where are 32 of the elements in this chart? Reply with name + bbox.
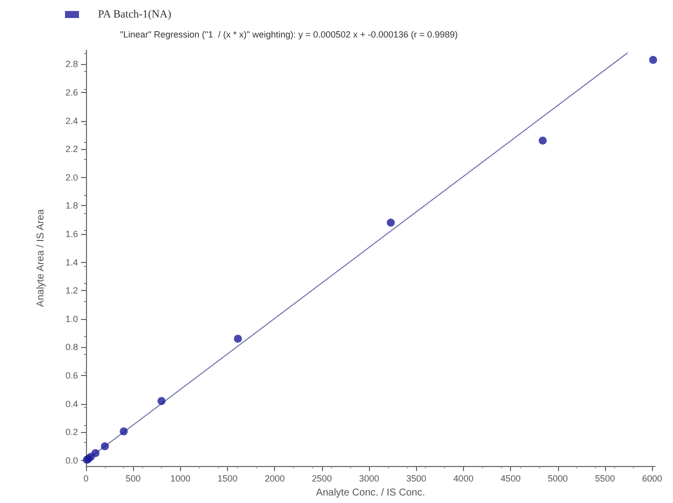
- x-tick-label: 2500: [312, 474, 332, 484]
- text: "Linear" Regression ("1 / (x * x)" weighting): y = 0.000502 x + -0.000136 (r = 0.9989): [120, 30, 458, 40]
- x-tick-label: 2000: [264, 474, 285, 484]
- y-tick-label: 1.2: [65, 286, 78, 296]
- y-tick-label: 0.8: [65, 342, 78, 352]
- x-tick-label: 5500: [594, 474, 616, 484]
- y-axis-title: Analyte Area / IS Area: [36, 208, 46, 307]
- x-tick-label: 6000: [642, 474, 662, 484]
- y-tick-label: 2.4: [65, 116, 78, 126]
- y-tick-label: 1.0: [65, 314, 78, 324]
- y-tick-label: 0.2: [65, 427, 78, 438]
- x-tick-label: 4500: [500, 474, 521, 484]
- x-tick-label: 1000: [170, 474, 190, 484]
- x-axis-title: Analyte Conc. / IS Conc.: [316, 488, 425, 498]
- y-tick-label: 1.8: [65, 200, 78, 211]
- y-tick-label: 0.4: [65, 398, 78, 409]
- y-tick-label: 2.6: [65, 87, 78, 98]
- x-tick-label: 1500: [218, 474, 238, 484]
- y-tick-label: 1.6: [65, 228, 78, 239]
- y-tick-label: 2.0: [65, 172, 78, 182]
- x-tick-label: 0: [83, 474, 89, 484]
- legend-label: PA Batch-1(NA): [98, 8, 172, 20]
- y-tick-label: 1.4: [65, 257, 78, 268]
- x-tick-label: 500: [126, 474, 141, 484]
- x-tick-label: 3000: [359, 474, 380, 484]
- x-tick-label: 3500: [406, 474, 426, 484]
- y-tick-label: 2.2: [65, 144, 78, 154]
- y-tick-label: 0.0: [65, 455, 78, 466]
- x-tick-label: 4000: [453, 474, 474, 484]
- y-tick-label: 0.6: [65, 370, 78, 381]
- x-tick-label: 5000: [548, 474, 568, 484]
- y-tick-label: 2.8: [65, 59, 78, 70]
